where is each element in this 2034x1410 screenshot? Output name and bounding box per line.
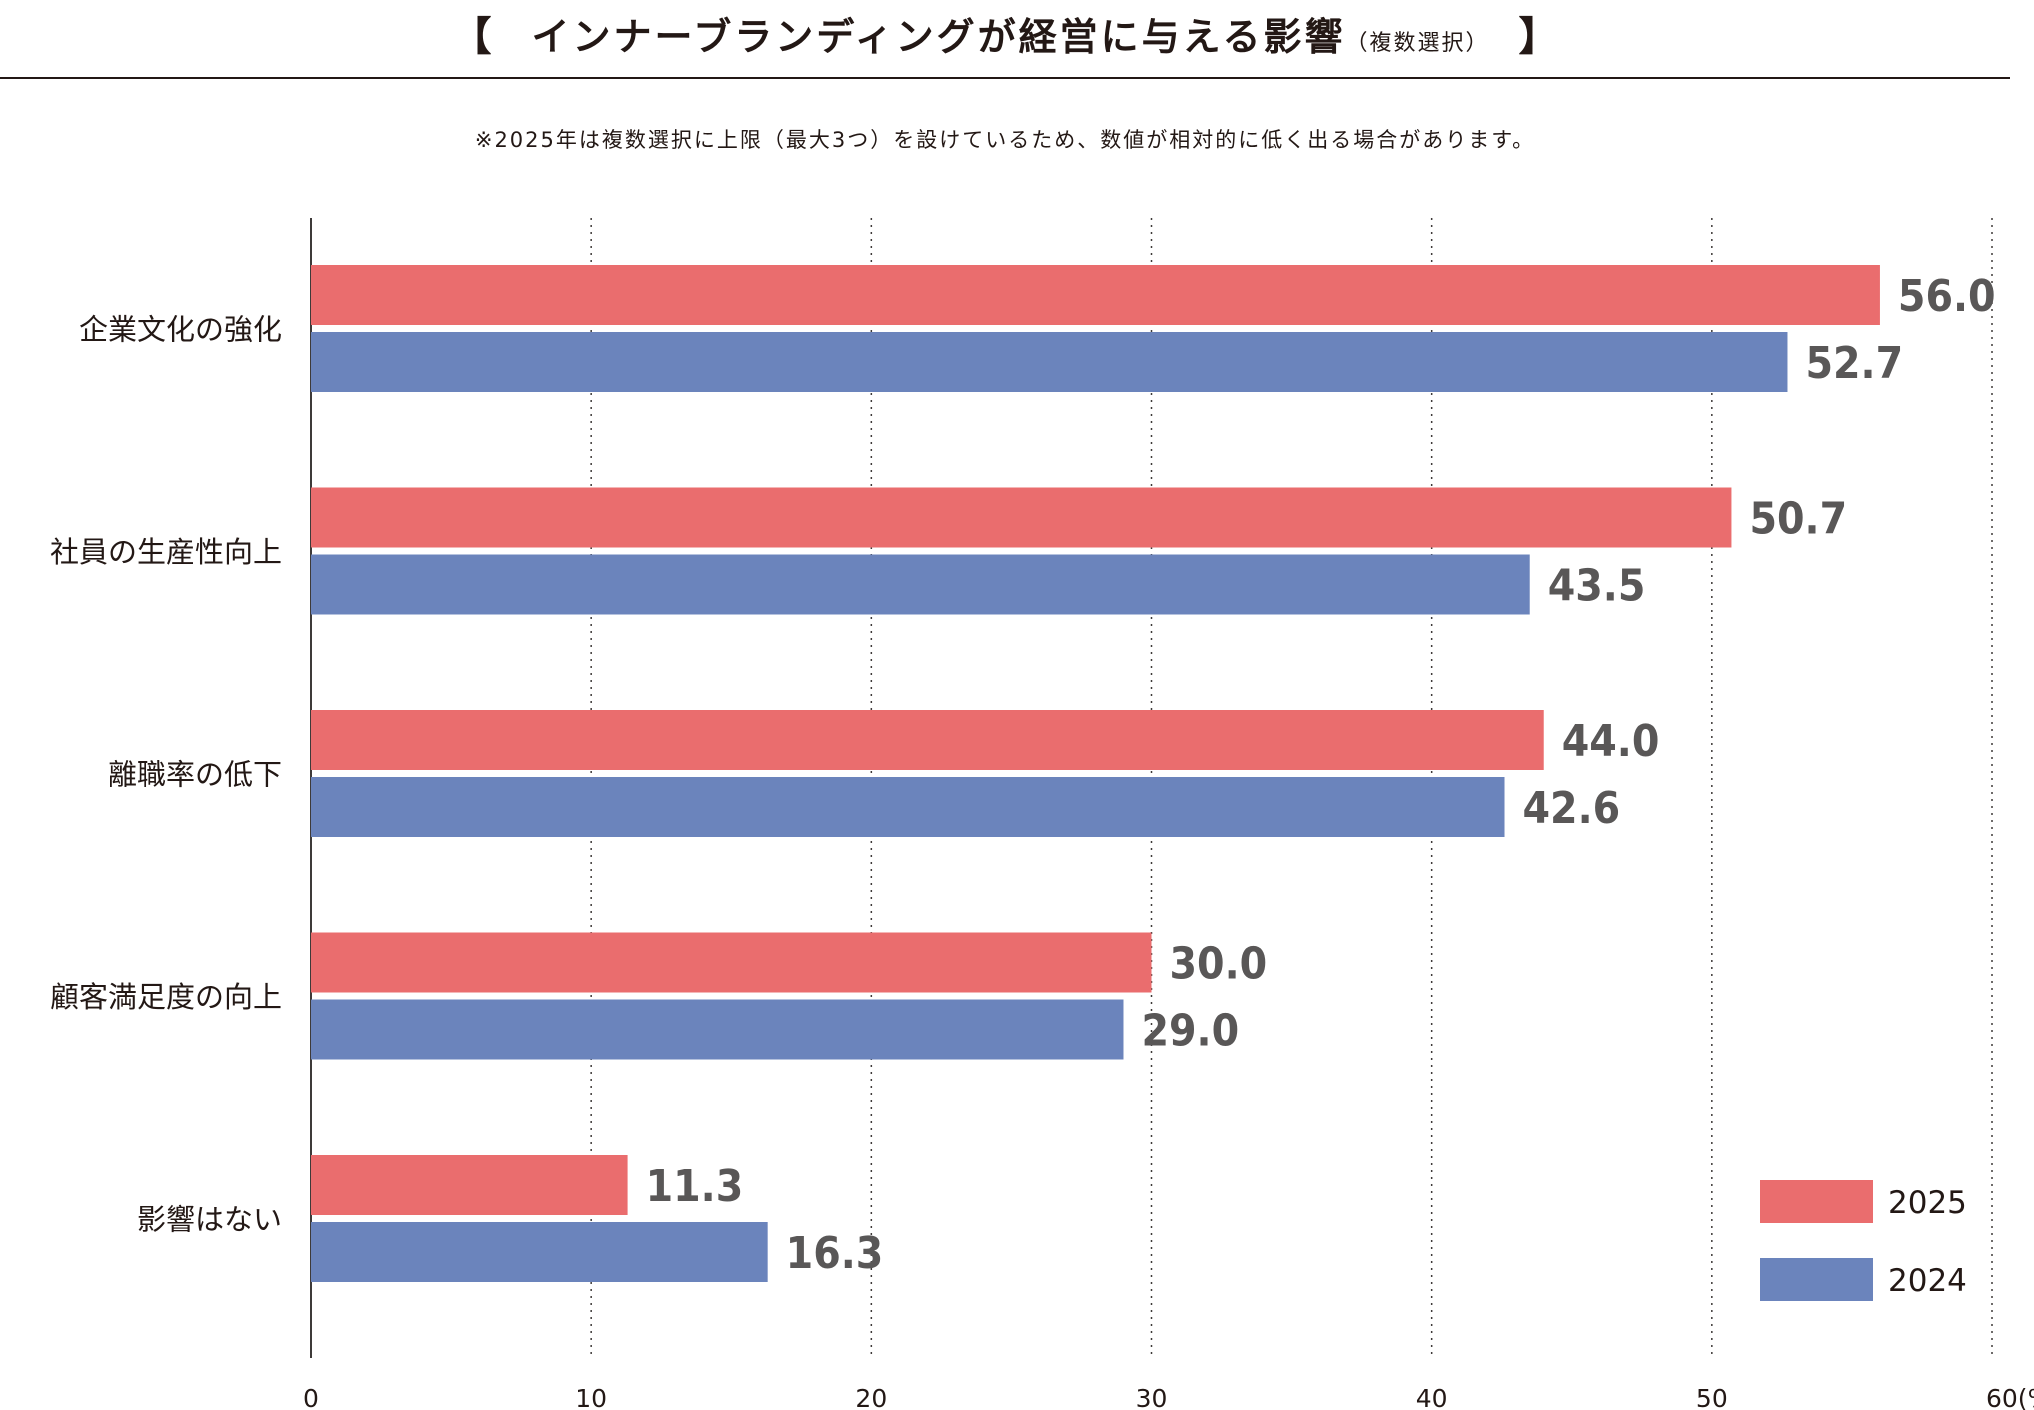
data-label: 42.6 xyxy=(1523,783,1621,834)
category-label: 離職率の低下 xyxy=(108,758,282,792)
data-label: 44.0 xyxy=(1562,716,1660,767)
x-tick-label: 20 xyxy=(855,1384,887,1410)
bar-2025 xyxy=(311,487,1732,548)
title-close-bracket: 】 xyxy=(1518,14,1559,60)
bar-2024 xyxy=(311,554,1530,615)
legend-swatch-2025 xyxy=(1760,1180,1873,1223)
bar-2025 xyxy=(311,1155,628,1215)
data-label: 29.0 xyxy=(1141,1006,1239,1057)
bar-2025 xyxy=(311,265,1880,325)
bar-2024 xyxy=(311,999,1124,1060)
x-tick-label: 60(%) xyxy=(1986,1384,2034,1410)
bar-2024 xyxy=(311,332,1788,392)
x-tick-label: 10 xyxy=(575,1384,607,1410)
bar-2024 xyxy=(311,777,1505,837)
data-label: 16.3 xyxy=(786,1228,884,1279)
data-label: 11.3 xyxy=(646,1161,744,1212)
chart-note: ※2025年は複数選択に上限（最大3つ）を設けているため、数値が相対的に低く出る… xyxy=(474,128,1536,152)
bar-2025 xyxy=(311,710,1544,770)
data-label: 50.7 xyxy=(1749,494,1847,545)
x-tick-label: 0 xyxy=(303,1384,319,1410)
x-tick-label: 40 xyxy=(1416,1384,1448,1410)
title-main: インナーブランディングが経営に与える影響 xyxy=(531,15,1346,59)
legend-label: 2025 xyxy=(1888,1185,1967,1221)
title-sub: （複数選択） xyxy=(1345,31,1479,56)
category-label: 社員の生産性向上 xyxy=(50,535,282,569)
bar-2025 xyxy=(311,932,1152,993)
data-label: 43.5 xyxy=(1548,561,1646,612)
category-label: 影響はない xyxy=(137,1203,282,1237)
x-tick-label: 30 xyxy=(1136,1384,1168,1410)
legend-swatch-2024 xyxy=(1760,1258,1873,1301)
category-label: 企業文化の強化 xyxy=(79,313,282,347)
legend-label: 2024 xyxy=(1888,1263,1967,1299)
x-tick-label: 50 xyxy=(1696,1384,1728,1410)
title-open-bracket: 【 xyxy=(451,14,492,60)
bar-2024 xyxy=(311,1222,768,1282)
category-label: 顧客満足度の向上 xyxy=(50,980,282,1014)
data-label: 52.7 xyxy=(1805,338,1903,389)
chart-title: 【インナーブランディングが経営に与える影響（複数選択） 】 xyxy=(0,0,2010,60)
data-label: 30.0 xyxy=(1170,939,1268,990)
title-divider xyxy=(0,77,2010,79)
data-label: 56.0 xyxy=(1898,271,1996,322)
